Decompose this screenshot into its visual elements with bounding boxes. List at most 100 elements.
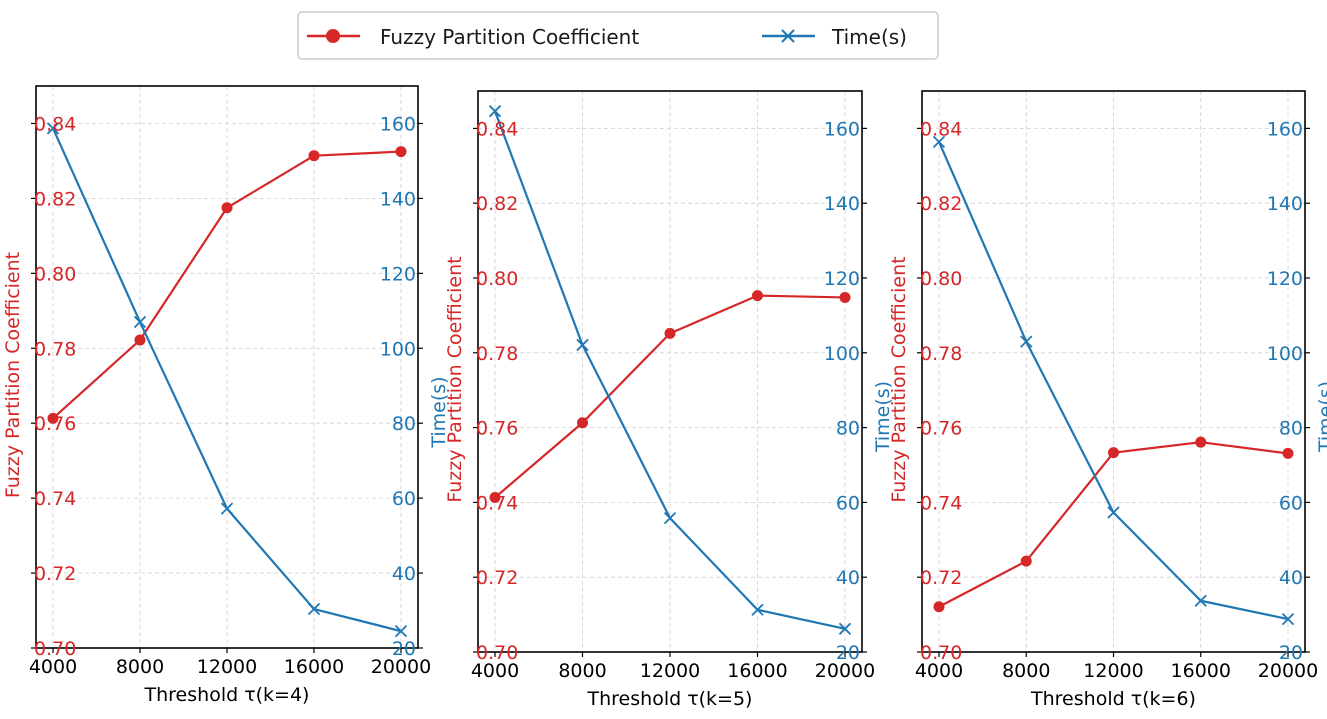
y-left-tick-label: 0.72 [920, 567, 962, 589]
y-right-tick-label: 80 [392, 413, 416, 435]
legend: Fuzzy Partition Coefficient Time(s) [297, 11, 939, 60]
y-left-tick-label: 0.82 [920, 193, 962, 215]
y-right-tick-label: 140 [824, 193, 860, 215]
y-left-tick-label: 0.80 [34, 263, 76, 285]
chart-panel-1: 4000 8000 12000 16000 20000 0.70 0.72 0.74 0.76 0… [2, 85, 450, 706]
y-right-tick-label: 80 [836, 418, 860, 440]
data-point-time [46, 122, 60, 135]
y-right-tick-label: 100 [380, 338, 416, 360]
x-tick-label: 8000 [558, 660, 606, 682]
x-tick-label: 20000 [1258, 660, 1318, 682]
y-right-tick-label: 100 [1267, 343, 1303, 365]
x-tick-label: 12000 [1083, 660, 1143, 682]
data-point-fpc [933, 601, 945, 613]
y-left-tick-label: 0.80 [920, 268, 962, 290]
y-left-tick-label: 0.84 [920, 118, 962, 140]
chart-panel-3: 4000 8000 12000 16000 20000 0.70 0.72 0.74 0.76 0… [888, 90, 1327, 710]
data-point-time [1107, 506, 1120, 519]
data-point-time [576, 338, 589, 352]
y-left-tick-label: 0.74 [476, 492, 518, 514]
y-right-tick-label: 120 [380, 263, 416, 285]
data-point-fpc [577, 417, 588, 429]
data-point-fpc [752, 290, 763, 302]
y-left-tick-label: 0.76 [920, 418, 962, 440]
data-point-fpc [1282, 447, 1294, 459]
x-tick-label: 8000 [1002, 660, 1050, 682]
y-right-tick-label: 160 [380, 113, 416, 135]
data-point-time [932, 135, 946, 149]
y-right-tick-label: 120 [824, 268, 860, 290]
y-right-tick-label: 140 [1267, 193, 1303, 215]
y-right-tick-label: 100 [824, 343, 860, 365]
y-right-tick-label: 80 [1279, 418, 1303, 440]
y-left-axis-label: Fuzzy Partition Coefficient [444, 256, 466, 502]
y-left-axis-label: Fuzzy Partition Coefficient [888, 256, 910, 502]
y-right-tick-label: 40 [1279, 567, 1303, 589]
y-left-tick-label: 0.78 [476, 343, 518, 365]
y-left-axis-label: Fuzzy Partition Coefficient [2, 252, 24, 498]
y-right-tick-label: 60 [836, 492, 860, 514]
x-tick-label: 4000 [915, 660, 963, 682]
y-left-tick-label: 0.78 [34, 338, 76, 360]
y-right-tick-label: 40 [836, 567, 860, 589]
y-right-tick-label: 40 [392, 563, 416, 585]
legend-frame [297, 11, 939, 60]
x-tick-label: 12000 [640, 660, 700, 682]
data-point-time [1281, 612, 1295, 626]
y-left-tick-label: 0.70 [34, 638, 76, 660]
y-right-tick-label: 140 [380, 188, 416, 210]
data-point-fpc [1195, 436, 1207, 448]
data-point-time [838, 622, 852, 635]
x-tick-label: 16000 [1171, 660, 1231, 682]
legend-entry-fpc: Fuzzy Partition Coefficient [307, 25, 639, 49]
y-right-axis-label: Time(s) [1315, 381, 1327, 453]
data-point-fpc [1020, 555, 1032, 567]
y-left-tick-label: 0.70 [920, 642, 962, 664]
series-line-time [493, 110, 846, 630]
y-left-tick-label: 0.74 [34, 488, 76, 510]
chart-panel-2: 4000 8000 12000 16000 20000 0.70 0.72 0.74 0.76 0… [444, 90, 894, 710]
x-tick-label: 16000 [727, 660, 787, 682]
x-tick-label: 8000 [116, 656, 164, 678]
x-tick-label: 16000 [284, 656, 344, 678]
y-right-tick-label: 20 [836, 642, 860, 664]
y-right-axis-label: Time(s) [428, 376, 450, 448]
x-tick-label: 20000 [371, 656, 431, 678]
data-point-time [751, 603, 764, 616]
y-left-tick-label: 0.72 [34, 563, 76, 585]
y-left-tick-label: 0.74 [920, 492, 962, 514]
y-left-tick-label: 0.84 [476, 118, 518, 140]
data-point-fpc [664, 327, 676, 339]
data-point-fpc [47, 412, 59, 424]
data-point-time [663, 511, 677, 525]
legend-label-fpc: Fuzzy Partition Coefficient [380, 25, 639, 49]
legend-circle-marker-icon [326, 29, 340, 43]
data-point-fpc [221, 202, 233, 214]
x-tick-label: 12000 [197, 656, 257, 678]
x-tick-label: 20000 [815, 660, 875, 682]
y-left-tick-label: 0.84 [34, 113, 76, 135]
data-point-time [307, 602, 321, 616]
data-point-time [220, 502, 234, 515]
data-point-time [133, 315, 147, 329]
legend-label-time: Time(s) [831, 25, 907, 49]
data-point-fpc [489, 492, 501, 504]
y-left-tick-label: 0.82 [34, 188, 76, 210]
x-axis-label: Threshold τ(k=4) [144, 684, 310, 706]
x-tick-label: 4000 [471, 660, 519, 682]
data-point-fpc [395, 146, 407, 158]
y-left-tick-label: 0.76 [34, 413, 76, 435]
data-point-time [1020, 335, 1033, 348]
y-left-tick-label: 0.70 [476, 642, 518, 664]
y-left-tick-label: 0.78 [920, 343, 962, 365]
data-point-fpc [308, 150, 320, 162]
data-point-fpc [134, 334, 146, 346]
y-right-tick-label: 20 [1279, 642, 1303, 664]
y-right-tick-label: 20 [392, 638, 416, 660]
y-right-tick-label: 60 [392, 488, 416, 510]
y-left-tick-label: 0.82 [476, 193, 518, 215]
data-point-time [1194, 594, 1207, 607]
y-right-tick-label: 120 [1267, 268, 1303, 290]
y-right-tick-label: 60 [1279, 492, 1303, 514]
